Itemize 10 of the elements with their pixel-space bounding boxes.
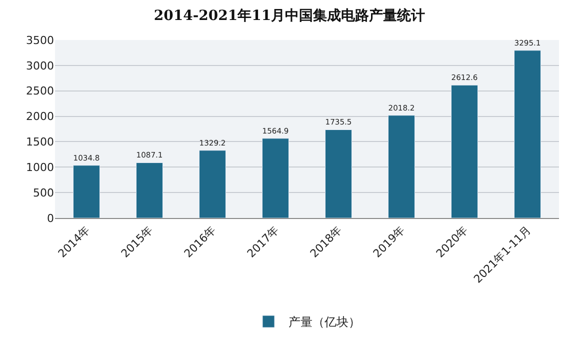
y-tick-label: 0 <box>47 212 54 225</box>
y-tick-label: 2500 <box>26 84 54 98</box>
y-tick-label: 3500 <box>26 34 54 47</box>
legend-label: 产量（亿块） <box>288 315 360 330</box>
y-tick-label: 1000 <box>26 160 54 174</box>
y-tick-label: 3000 <box>26 59 54 72</box>
y-tick-label: 500 <box>33 186 54 200</box>
y-tick-label: 2000 <box>26 110 54 124</box>
y-tick-label: 1500 <box>26 136 54 149</box>
chart-title: 2014-2021年11月中国集成电路产量统计 <box>154 7 426 24</box>
